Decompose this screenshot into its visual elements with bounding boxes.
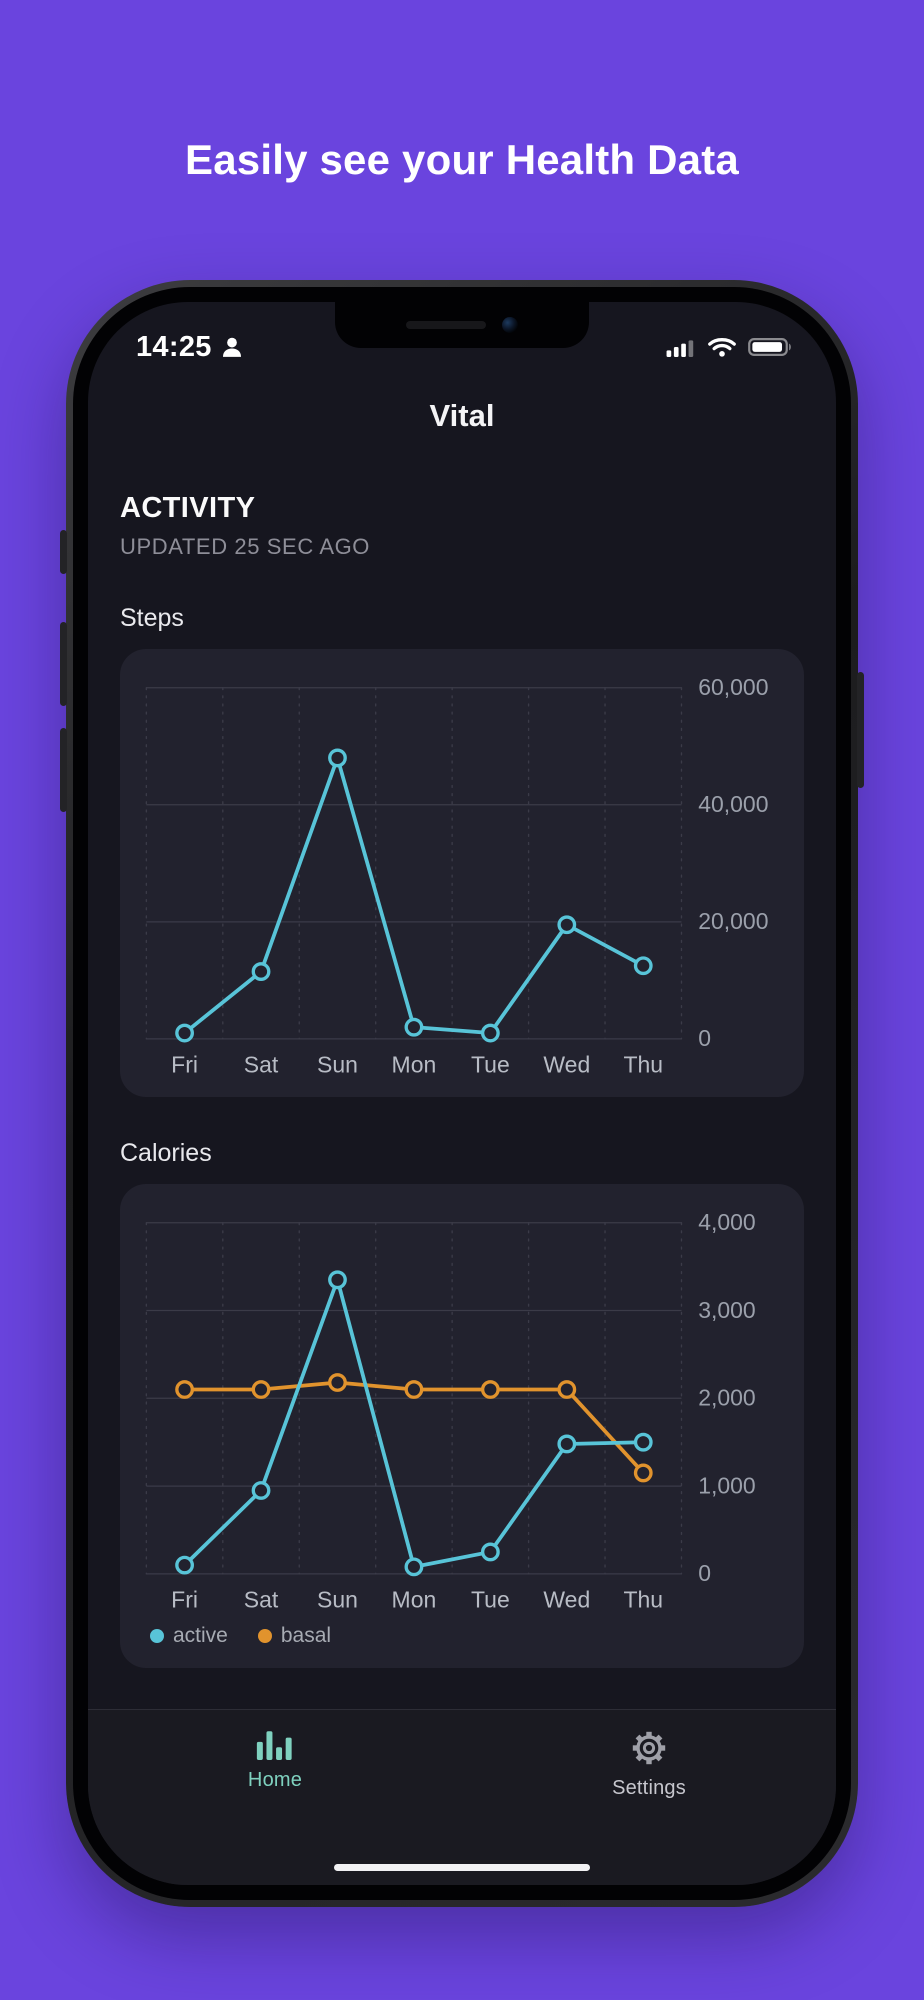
svg-text:Thu: Thu: [623, 1051, 663, 1077]
screen-content: ACTIVITY UPDATED 25 SEC AGO Steps 0 20,00…: [88, 434, 836, 1668]
home-indicator[interactable]: [334, 1864, 590, 1871]
svg-text:Sun: Sun: [317, 1586, 358, 1612]
status-time: 14:25: [136, 330, 212, 363]
steps-chart-label: Steps: [120, 604, 184, 632]
legend-item-basal: basal: [257, 1623, 332, 1648]
calories-chart-legend: active basal: [138, 1620, 786, 1656]
person-icon: [222, 337, 241, 357]
activity-section-title: ACTIVITY: [120, 492, 256, 524]
battery-icon: [748, 338, 791, 356]
page-title: Easily see your Health Data: [185, 136, 739, 183]
svg-text:Tue: Tue: [471, 1586, 510, 1612]
svg-text:Sun: Sun: [317, 1051, 358, 1077]
tab-home[interactable]: Home: [175, 1728, 375, 1800]
svg-text:40,000: 40,000: [698, 791, 768, 817]
app-title: Vital: [429, 398, 495, 433]
legend-dot-active: [150, 1628, 164, 1643]
svg-text:Wed: Wed: [543, 1586, 590, 1612]
legend-item-active: active: [150, 1624, 228, 1648]
phone-bezel: 14:25: [73, 287, 851, 1900]
svg-text:2,000: 2,000: [698, 1384, 756, 1410]
svg-text:Tue: Tue: [471, 1051, 510, 1077]
svg-text:Fri: Fri: [171, 1051, 198, 1077]
speaker-grille: [406, 321, 486, 329]
activity-updated-timestamp: UPDATED 25 SEC AGO: [120, 534, 371, 559]
legend-label-basal: basal: [280, 1623, 332, 1647]
power-button: [857, 672, 864, 788]
svg-text:Fri: Fri: [171, 1586, 198, 1612]
calories-chart-label: Calories: [120, 1138, 212, 1167]
svg-text:Sat: Sat: [244, 1051, 279, 1077]
tab-home-label: Home: [247, 1769, 303, 1791]
mute-switch: [60, 530, 67, 574]
wifi-icon: [708, 338, 736, 357]
gear-icon: [632, 1731, 666, 1765]
phone-mockup: 14:25: [60, 280, 864, 1907]
svg-text:Wed: Wed: [543, 1051, 590, 1077]
legend-label-active: active: [173, 1623, 228, 1647]
tab-settings[interactable]: Settings: [549, 1728, 749, 1800]
status-bar: 14:25: [88, 324, 836, 370]
steps-chart-card: 0 20,000 40,000 60,000 Fri Sat Sun Mon Tue Wed Thu: [120, 649, 804, 1097]
front-camera: [502, 317, 518, 333]
steps-line-chart: 0 20,000 40,000 60,000 Fri Sat Sun Mon Tue Wed Thu: [145, 674, 769, 1077]
tab-bar: Home: [88, 1709, 836, 1885]
svg-text:3,000: 3,000: [698, 1297, 756, 1323]
volume-down-button: [60, 728, 67, 812]
volume-up-button: [60, 622, 67, 706]
svg-text:0: 0: [698, 1025, 711, 1051]
svg-text:Thu: Thu: [623, 1586, 663, 1612]
calories-line-chart: 0 1,000 2,000 3,000 4,000 Fri Sat Sun Mon Tue Wed T…: [145, 1209, 756, 1612]
cellular-signal-icon: [666, 340, 694, 357]
svg-text:1,000: 1,000: [698, 1472, 756, 1498]
svg-text:0: 0: [698, 1560, 711, 1586]
svg-text:Sat: Sat: [244, 1586, 279, 1612]
bar-chart-icon: [256, 1731, 292, 1760]
svg-text:60,000: 60,000: [698, 674, 768, 700]
svg-text:20,000: 20,000: [698, 908, 768, 934]
calories-chart-card: 0 1,000 2,000 3,000 4,000 Fri Sat Sun Mon Tue Wed T…: [120, 1183, 804, 1668]
legend-dot-basal: [257, 1628, 272, 1643]
svg-text:Mon: Mon: [392, 1586, 437, 1612]
phone-screen: 14:25: [88, 302, 836, 1885]
svg-text:Mon: Mon: [392, 1051, 437, 1077]
svg-text:4,000: 4,000: [698, 1209, 756, 1235]
notch: [335, 302, 589, 348]
tab-settings-label: Settings: [612, 1777, 686, 1799]
